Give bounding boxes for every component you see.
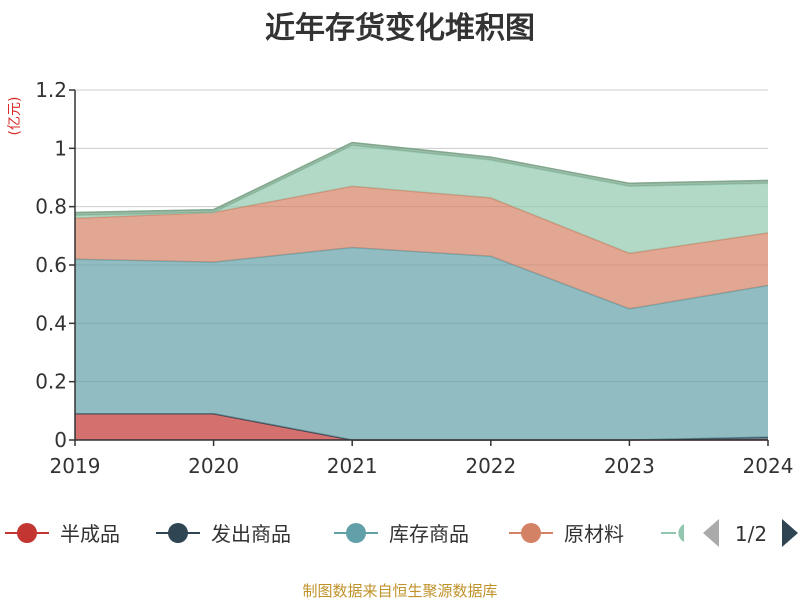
series-line-6 xyxy=(74,141,769,214)
series-area-1 xyxy=(75,413,768,440)
legend-marker xyxy=(346,523,366,543)
legend-page-indicator: 1/2 xyxy=(735,522,767,546)
legend-item-partial[interactable] xyxy=(661,524,684,542)
y-tick-label: 0 xyxy=(54,428,67,452)
y-tick-label: 0.8 xyxy=(35,195,67,219)
x-tick-label: 2024 xyxy=(743,454,794,478)
legend-label: 库存商品 xyxy=(389,522,469,546)
legend-marker xyxy=(168,523,188,543)
legend: 半成品 发出商品 库存商品 原材料 1/2 xyxy=(5,519,798,547)
x-tick-label: 2022 xyxy=(465,454,516,478)
legend-marker xyxy=(521,523,541,543)
y-tick-label: 0.2 xyxy=(35,370,67,394)
y-tick-label: 1 xyxy=(54,136,67,160)
y-axis-unit-label: (亿元) xyxy=(7,97,23,136)
series-area-4 xyxy=(75,186,768,309)
axes: 0 0.2 0.4 0.6 0.8 1 1.2 2019 2020 2021 2022 2023 202… xyxy=(35,78,793,478)
legend-item[interactable]: 发出商品 xyxy=(156,522,291,546)
series-area-3 xyxy=(75,247,768,440)
legend-label: 发出商品 xyxy=(211,522,291,546)
x-tick-label: 2020 xyxy=(188,454,239,478)
y-tick-label: 1.2 xyxy=(35,78,67,102)
area-series-layer xyxy=(74,141,769,441)
legend-marker xyxy=(678,524,684,542)
y-tick-label: 0.6 xyxy=(35,253,67,277)
data-source-note: 制图数据来自恒生聚源数据库 xyxy=(302,582,497,600)
series-area-5 xyxy=(75,145,768,254)
triangle-right-icon[interactable] xyxy=(782,519,798,547)
legend-label: 半成品 xyxy=(60,522,120,546)
triangle-left-icon[interactable] xyxy=(703,519,719,547)
chart-title: 近年存货变化堆积图 xyxy=(265,11,535,46)
x-tick-label: 2023 xyxy=(604,454,655,478)
legend-item[interactable]: 库存商品 xyxy=(334,522,469,546)
y-tick-label: 0.4 xyxy=(35,311,67,335)
legend-marker xyxy=(17,523,37,543)
x-tick-label: 2021 xyxy=(327,454,378,478)
x-tick-label: 2019 xyxy=(50,454,101,478)
legend-item[interactable]: 原材料 xyxy=(509,522,624,546)
legend-item[interactable]: 半成品 xyxy=(5,522,120,546)
legend-label: 原材料 xyxy=(564,522,624,546)
